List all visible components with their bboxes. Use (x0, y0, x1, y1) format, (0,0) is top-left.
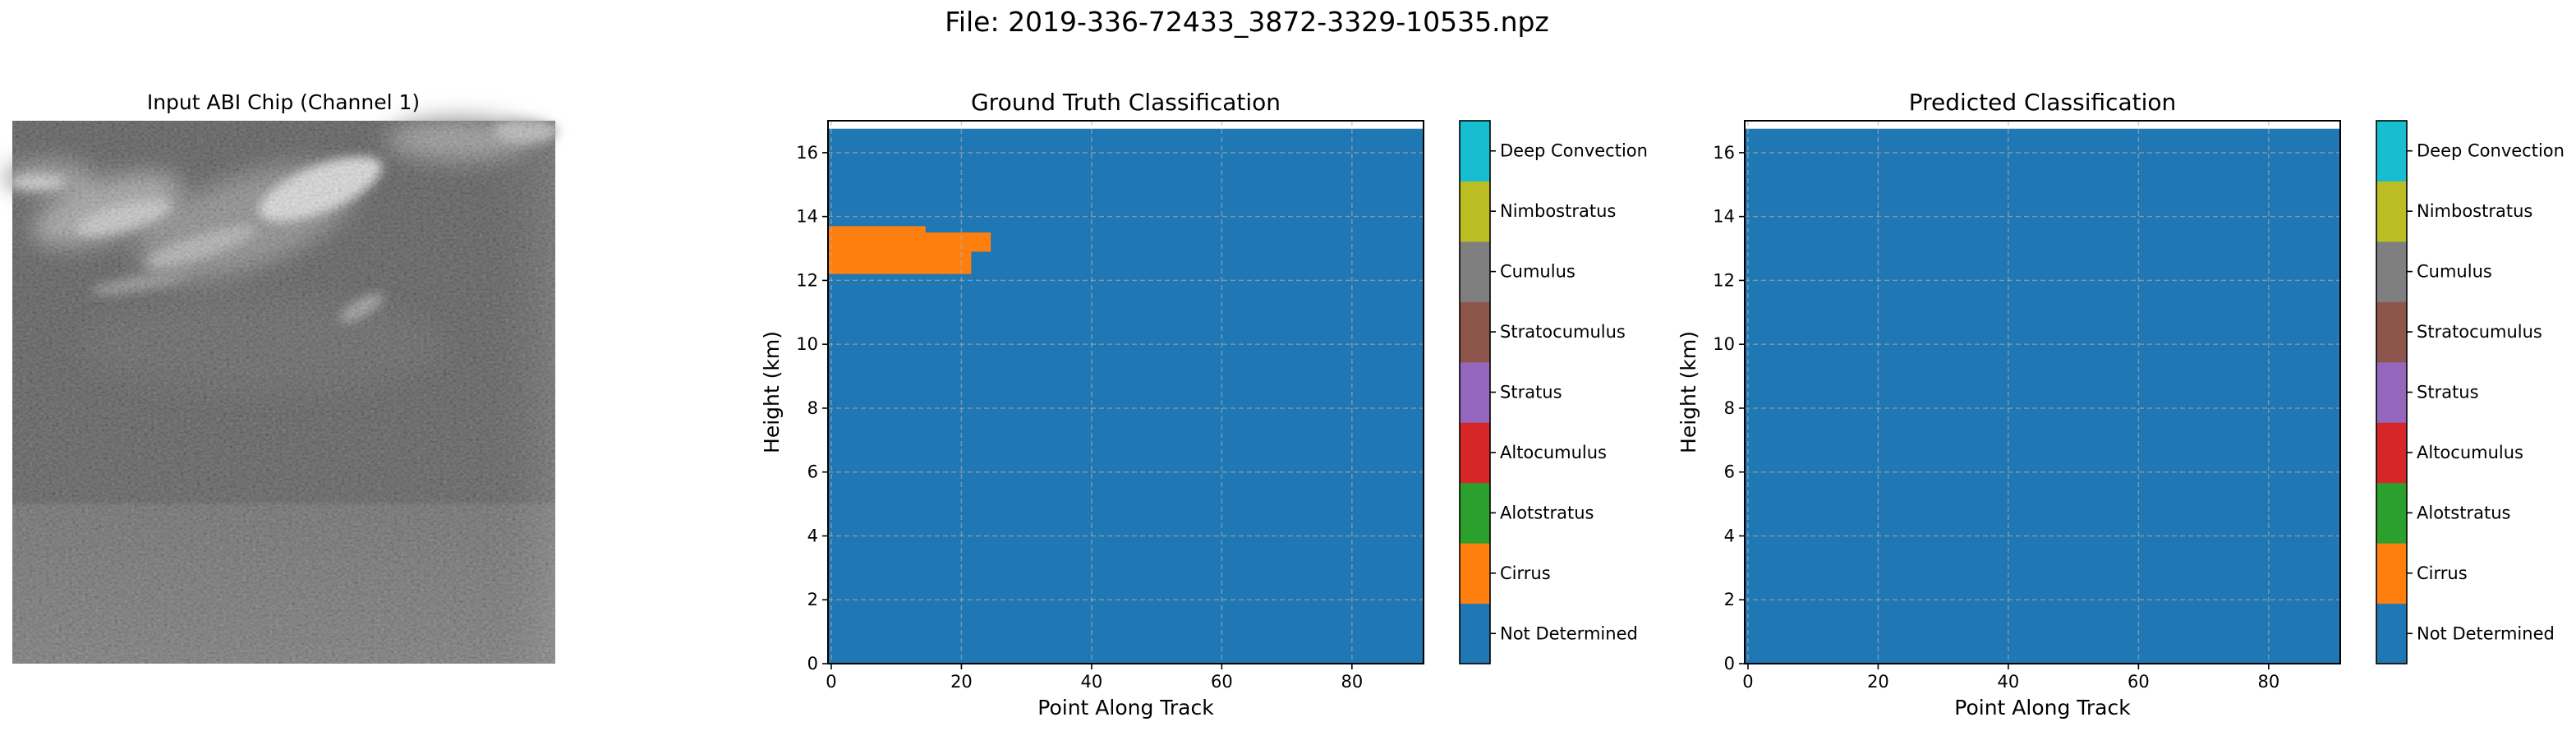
y-tick-label: 8 (1724, 398, 1735, 418)
colorbar-swatch (1460, 301, 1490, 363)
y-tick-label: 0 (1724, 654, 1735, 674)
x-axis-label: Point Along Track (1954, 696, 2131, 720)
x-tick-label: 40 (1998, 672, 2020, 692)
figure-title: File: 2019-336-72433_3872-3329-10535.npz (945, 6, 1549, 38)
colorbar-label: Stratus (1500, 383, 1562, 402)
colorbar-swatch (1460, 422, 1490, 484)
x-tick-label: 20 (950, 672, 973, 692)
colorbar-label: Deep Convection (2417, 141, 2564, 161)
ground-truth-panel: Ground Truth Classification 0 20 40 60 80 0 2 4 6… (760, 89, 1648, 720)
colorbar-label: Alotstratus (2417, 503, 2510, 522)
colorbar-swatch (2376, 181, 2407, 242)
colorbar-swatch (1460, 603, 1490, 664)
heatmap-background (1745, 128, 2340, 664)
colorbar-swatch (2376, 301, 2407, 363)
colorbar: Not Determined Cirrus Alotstratus Altocumul… (2376, 120, 2564, 664)
x-tick-label: 0 (1742, 672, 1753, 692)
colorbar-label: Not Determined (2417, 623, 2555, 643)
x-axis-label: Point Along Track (1037, 696, 1214, 720)
colorbar: Not Determined Cirrus Alotstratus Altocumul… (1459, 120, 1648, 664)
colorbar-label: Cirrus (2417, 563, 2468, 583)
axes-frame (827, 120, 1424, 664)
colorbar-swatch (2376, 603, 2407, 664)
y-tick-label: 6 (807, 462, 818, 482)
input-image-title: Input ABI Chip (Channel 1) (147, 90, 420, 114)
x-tick-label: 60 (1211, 672, 1233, 692)
colorbar-label: Altocumulus (1500, 443, 1607, 462)
colorbar-swatch (2376, 422, 2407, 484)
colorbar-label: Stratus (2417, 383, 2479, 402)
x-tick-label: 20 (1867, 672, 1889, 692)
y-tick-label: 2 (1724, 590, 1735, 609)
colorbar-label: Altocumulus (2417, 443, 2523, 462)
colorbar-label: Alotstratus (1500, 503, 1594, 522)
colorbar-swatch (2376, 241, 2407, 302)
y-tick-label: 16 (1713, 143, 1735, 163)
x-tick-label: 80 (2257, 672, 2279, 692)
y-tick-label: 10 (796, 334, 818, 354)
y-tick-label: 16 (796, 143, 818, 163)
colorbar-swatch (2376, 121, 2407, 182)
y-axis-label: Height (km) (1677, 331, 1700, 453)
y-tick-label: 12 (1713, 270, 1735, 290)
x-tick-label: 60 (2128, 672, 2150, 692)
colorbar-label: Deep Convection (1500, 141, 1648, 161)
y-tick-label: 2 (807, 590, 818, 609)
panel-title: Predicted Classification (1909, 89, 2177, 116)
colorbar-swatch (1460, 241, 1490, 302)
colorbar-label: Stratocumulus (1500, 322, 1626, 342)
colorbar-label: Nimbostratus (2417, 201, 2532, 221)
colorbar-swatch (2376, 482, 2407, 544)
x-tick-label: 0 (826, 672, 836, 692)
y-tick-label: 0 (807, 654, 818, 674)
colorbar-swatch (1460, 482, 1490, 544)
colorbar-frame (2376, 120, 2408, 664)
heatmap-region-cirrus (828, 226, 926, 233)
colorbar-label: Nimbostratus (1500, 201, 1616, 221)
colorbar-label: Stratocumulus (2417, 322, 2542, 342)
heatmap-region-cirrus (828, 232, 991, 252)
y-axis-label: Height (km) (760, 331, 784, 453)
colorbar-swatch (1460, 181, 1490, 242)
x-tick-label: 80 (1341, 672, 1363, 692)
colorbar-swatch (1460, 361, 1490, 423)
axes-frame (1744, 120, 2341, 664)
colorbar-label: Cirrus (1500, 563, 1551, 583)
colorbar-swatch (1460, 121, 1490, 182)
colorbar-swatch (2376, 543, 2407, 605)
y-tick-label: 4 (807, 526, 818, 545)
y-tick-label: 12 (796, 270, 818, 290)
colorbar-label: Not Determined (1500, 623, 1638, 643)
colorbar-frame (1459, 120, 1491, 664)
y-tick-label: 14 (796, 207, 818, 227)
heatmap-region-cirrus (828, 251, 972, 274)
colorbar-label: Cumulus (2417, 262, 2492, 282)
y-tick-label: 14 (1713, 207, 1735, 227)
y-tick-label: 4 (1724, 526, 1735, 545)
heatmap-background (828, 128, 1424, 664)
y-tick-label: 10 (1713, 334, 1735, 354)
colorbar-label: Cumulus (1500, 262, 1576, 282)
predicted-panel: Predicted Classification 0 20 40 60 80 0 2 4 6 8 10… (1677, 89, 2564, 720)
colorbar-swatch (2376, 361, 2407, 423)
x-tick-label: 40 (1081, 672, 1103, 692)
y-tick-label: 8 (807, 398, 818, 418)
abi-satellite-image (4, 119, 559, 664)
colorbar-swatch (1460, 543, 1490, 605)
y-tick-label: 6 (1724, 462, 1735, 482)
panel-title: Ground Truth Classification (971, 89, 1281, 116)
